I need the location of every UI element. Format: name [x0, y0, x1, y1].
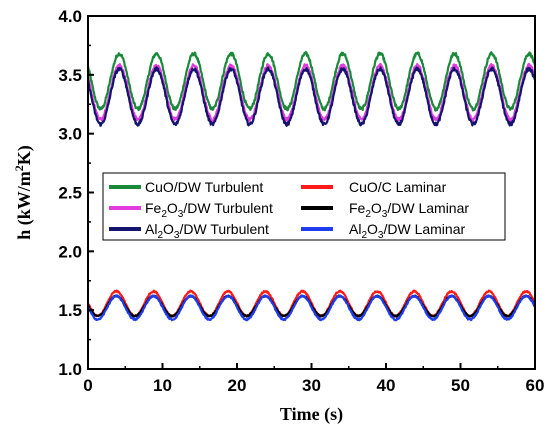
series-line-3 [87, 289, 537, 318]
series-line-0 [86, 51, 537, 112]
x-tick-label: 20 [228, 376, 247, 395]
legend-label-2: Al2O3/DW Turbulent [145, 221, 269, 241]
x-tick-label: 60 [526, 376, 545, 395]
y-tick-label: 2.0 [58, 242, 82, 261]
legend-label-1: Fe2O3/DW Turbulent [145, 200, 273, 220]
x-tick-label: 10 [153, 376, 172, 395]
y-tick-label: 1.5 [58, 301, 82, 320]
legend-label-3: CuO/C Laminar [349, 179, 447, 195]
x-tick-label: 40 [377, 376, 396, 395]
y-tick-label: 3.5 [58, 66, 82, 85]
x-axis: 0 10 20 30 40 50 60 [83, 363, 544, 395]
y-axis: 1.0 1.5 2.0 2.5 3.0 3.5 4.0 [58, 7, 94, 379]
plot-series [86, 51, 537, 322]
x-tick-label: 0 [83, 376, 92, 395]
y-tick-label: 3.0 [58, 125, 82, 144]
legend-label-5: Al2O3/DW Laminar [349, 221, 465, 241]
x-tick-label: 50 [451, 376, 470, 395]
x-tick-label: 30 [302, 376, 321, 395]
y-axis-title: h (kW/m2K) [12, 145, 35, 240]
x-axis-title: Time (s) [280, 404, 343, 425]
y-tick-label: 4.0 [58, 7, 82, 26]
y-tick-label: 2.5 [58, 184, 82, 203]
legend-label-0: CuO/DW Turbulent [145, 179, 263, 195]
series-line-2 [86, 66, 537, 127]
y-tick-label: 1.0 [58, 360, 82, 379]
legend-label-4: Fe2O3/DW Laminar [349, 200, 469, 220]
series-line-5 [87, 294, 536, 322]
